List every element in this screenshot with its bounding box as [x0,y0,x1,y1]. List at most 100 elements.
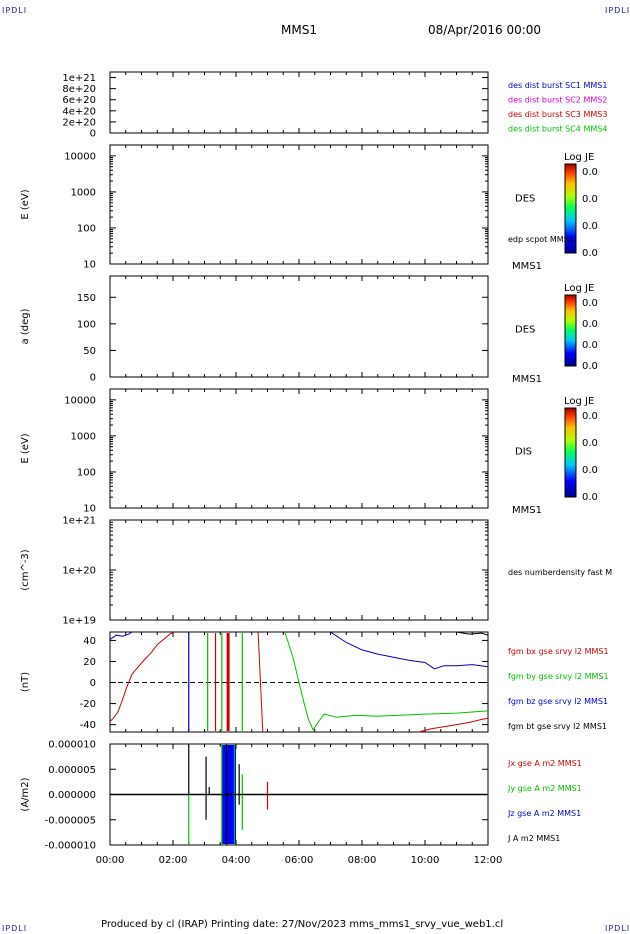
y-tick-label: 10 [83,260,96,271]
y-axis-label: (cm^-3) [20,549,31,590]
y-tick-label: 100 [77,319,96,330]
y-tick-label: -0.000005 [45,815,96,826]
y-tick-label: -20 [80,699,96,710]
y-tick-label: 10 [83,504,96,515]
x-tick-label: 08:00 [348,855,377,866]
y-tick-label: 1e+21 [62,73,96,84]
y-tick-label: 150 [77,293,96,304]
colorbar [564,163,577,254]
colorbar-tick-label: 0.0 [582,411,598,422]
spacecraft-label: MMS1 [512,261,542,272]
legend-entry: des dist burst SC3 MMS3 [508,110,607,119]
series-line [418,717,489,733]
corner-label-bottom-right: IPDLI [605,924,630,933]
colorbar-title: Log JE [564,152,594,163]
panel-frame [109,388,489,509]
legend-entry: fgm bx gse srvy l2 MMS1 [508,647,609,656]
corner-label-bottom-left: IPDLI [2,924,28,933]
instrument-label: DES [515,194,535,205]
y-tick-label: 40 [83,636,96,647]
y-tick-label: 20 [83,657,96,668]
x-tick-label: 10:00 [411,855,440,866]
y-tick-label: 10000 [64,151,96,162]
panel-3 [109,275,577,378]
y-axis-label: (A/m2) [20,777,31,811]
x-tick-label: 00:00 [96,855,125,866]
y-axis-label: E (eV) [20,189,31,219]
x-tick-label: 12:00 [474,855,503,866]
y-tick-label: 0.000000 [48,790,96,801]
panel-2 [109,144,577,265]
y-tick-label: 100 [77,223,96,234]
y-axis-label: a (deg) [20,308,31,344]
legend-entry: des dist burst SC1 MMS1 [508,81,607,90]
instrument-label: DIS [515,447,532,458]
corner-label-top-left: IPDLI [2,6,28,15]
panel-frame [109,71,489,134]
panel-1 [109,71,489,134]
colorbar-tick-label: 0.0 [582,465,598,476]
footer-credits: Produced by cl (IRAP) Printing date: 27/… [101,919,504,930]
colorbar-title: Log JE [564,396,594,407]
legend-entry: Jz gse A m2 MMS1 [507,809,581,818]
panel-4 [109,388,577,509]
instrument-label: DES [515,325,535,336]
y-tick-label: 1000 [71,187,96,198]
y-tick-label: 100 [77,467,96,478]
x-tick-label: 06:00 [285,855,314,866]
colorbar [564,294,577,367]
spacecraft-title: MMS1 [281,23,317,37]
y-axis-label: E (eV) [20,433,31,463]
legend-entry: des dist burst SC2 MMS2 [508,96,607,105]
colorbar-tick-label: 0.0 [582,340,598,351]
y-tick-label: 1e+21 [62,516,96,527]
corner-label-top-right: IPDLI [605,6,630,15]
y-tick-label: 1e+19 [62,616,96,627]
series-line [257,631,264,733]
colorbar-tick-label: 0.0 [582,248,598,259]
legend-entry: Jy gse A m2 MMS1 [507,784,582,793]
colorbar-tick-label: 0.0 [582,361,598,372]
y-tick-label: 0.000005 [48,765,96,776]
panel-5 [109,519,489,621]
y-tick-label: 0 [90,678,96,689]
y-tick-label: -0.000010 [45,841,96,852]
colorbar-tick-label: 0.0 [582,319,598,330]
date-title: 08/Apr/2016 00:00 [428,23,542,37]
series-line [456,631,489,636]
series-line [330,631,489,670]
colorbar-tick-label: 0.0 [582,298,598,309]
colorbar-tick-label: 0.0 [582,167,598,178]
y-tick-label: 0 [90,129,96,140]
panel-frame [109,519,489,621]
y-tick-label: -40 [80,720,96,731]
colorbar-title: Log JE [564,283,594,294]
legend-entry: fgm bt gse srvy l2 MMS1 [508,722,607,731]
panel-frame [109,144,489,265]
legend-entry: J A m2 MMS1 [507,834,560,843]
colorbar-tick-label: 0.0 [582,438,598,449]
legend-entry: des numberdensity fast M [508,568,612,577]
series-line [109,631,175,722]
panel-frame [109,275,489,378]
x-tick-label: 04:00 [222,855,251,866]
panel-7 [109,743,489,846]
colorbar [564,407,577,498]
x-tick-label: 02:00 [159,855,188,866]
y-tick-label: 10000 [64,395,96,406]
colorbar-tick-label: 0.0 [582,492,598,503]
legend-entry: fgm bz gse srvy l2 MMS1 [508,697,608,706]
colorbar-tick-label: 0.0 [582,221,598,232]
y-tick-label: 6e+20 [62,95,96,106]
y-tick-label: 50 [83,346,96,357]
y-tick-label: 0 [90,373,96,384]
panel-6 [109,631,489,733]
y-tick-label: 0.000010 [48,740,96,751]
legend-entry: des dist burst SC4 MMS4 [508,125,607,134]
y-tick-label: 4e+20 [62,106,96,117]
y-axis-label: (nT) [20,672,31,692]
legend-entry: fgm by gse srvy l2 MMS1 [508,672,609,681]
series-line [284,631,489,731]
spacecraft-label: MMS1 [512,374,542,385]
